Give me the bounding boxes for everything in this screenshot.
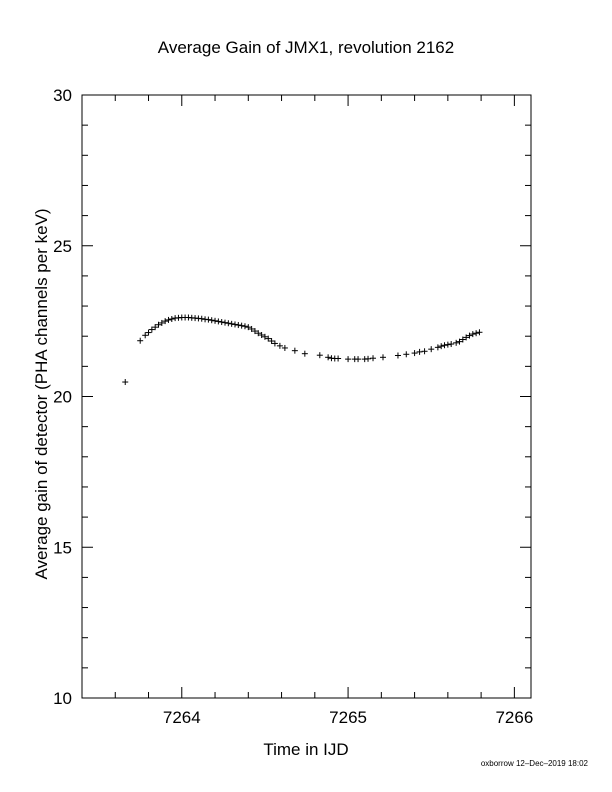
data-point <box>370 355 377 362</box>
data-point <box>416 348 423 355</box>
data-point <box>158 319 165 326</box>
x-tick-label: 7264 <box>163 708 201 727</box>
y-tick-label: 25 <box>53 237 72 256</box>
data-point <box>215 318 222 325</box>
y-tick-label: 15 <box>53 538 72 557</box>
data-point <box>291 347 298 354</box>
y-tick-label: 10 <box>53 689 72 708</box>
data-point <box>456 338 463 345</box>
data-point <box>281 344 288 351</box>
data-point <box>225 320 232 327</box>
data-point <box>152 324 159 331</box>
data-point <box>335 355 342 362</box>
data-point <box>251 328 258 335</box>
data-point <box>411 350 418 357</box>
data-point <box>271 340 278 347</box>
y-tick-label: 30 <box>53 86 72 105</box>
data-point <box>438 343 445 350</box>
data-point <box>255 330 262 337</box>
data-point <box>421 348 428 355</box>
data-point <box>258 331 265 338</box>
y-axis-label: Average gain of detector (PHA channels p… <box>32 208 51 579</box>
data-point <box>241 323 248 330</box>
data-point <box>238 322 245 329</box>
data-point <box>228 320 235 327</box>
data-point <box>325 354 332 361</box>
data-point <box>453 339 460 346</box>
data-point <box>245 324 252 331</box>
x-axis-label: Time in IJD <box>263 740 348 759</box>
x-tick-label: 7266 <box>495 708 533 727</box>
data-points <box>122 314 483 386</box>
data-point <box>345 356 352 363</box>
data-point <box>428 346 435 353</box>
data-point <box>316 352 323 359</box>
data-point <box>198 315 205 322</box>
x-tick-label: 7265 <box>329 708 367 727</box>
data-point <box>122 379 129 386</box>
data-point <box>265 335 272 342</box>
data-point <box>248 325 255 332</box>
data-point <box>148 326 155 333</box>
data-point <box>434 344 441 351</box>
data-point <box>261 333 268 340</box>
data-point <box>403 351 410 358</box>
data-point <box>365 355 372 362</box>
plot-frame <box>81 94 532 699</box>
data-point <box>168 316 175 323</box>
data-point <box>459 336 466 343</box>
data-point <box>165 316 172 323</box>
data-point <box>222 319 229 326</box>
data-point <box>155 321 162 328</box>
data-point <box>476 329 483 336</box>
data-point <box>473 330 480 337</box>
data-point <box>463 334 470 341</box>
data-point <box>355 356 362 363</box>
y-tick-label: 20 <box>53 388 72 407</box>
data-point <box>142 332 149 339</box>
data-point <box>145 329 152 336</box>
data-point <box>448 341 455 348</box>
axes: 7264 7265 7266 10 15 20 25 30 <box>53 86 533 727</box>
data-point <box>137 337 144 344</box>
data-point <box>441 342 448 349</box>
data-point <box>218 319 225 326</box>
data-point <box>268 338 275 345</box>
data-point <box>235 322 242 329</box>
credit-footer: oxborrow 12–Dec–2019 18:02 <box>480 759 588 768</box>
data-point <box>444 341 451 348</box>
data-point <box>379 354 386 361</box>
data-point <box>301 350 308 357</box>
data-point <box>212 317 219 324</box>
data-point <box>469 331 476 338</box>
data-point <box>231 321 238 328</box>
data-point <box>276 342 283 349</box>
data-point <box>208 317 215 324</box>
data-point <box>205 316 212 323</box>
data-point <box>466 332 473 339</box>
data-point <box>162 318 169 325</box>
chart-title: Average Gain of JMX1, revolution 2162 <box>158 38 454 57</box>
data-point <box>394 352 401 359</box>
